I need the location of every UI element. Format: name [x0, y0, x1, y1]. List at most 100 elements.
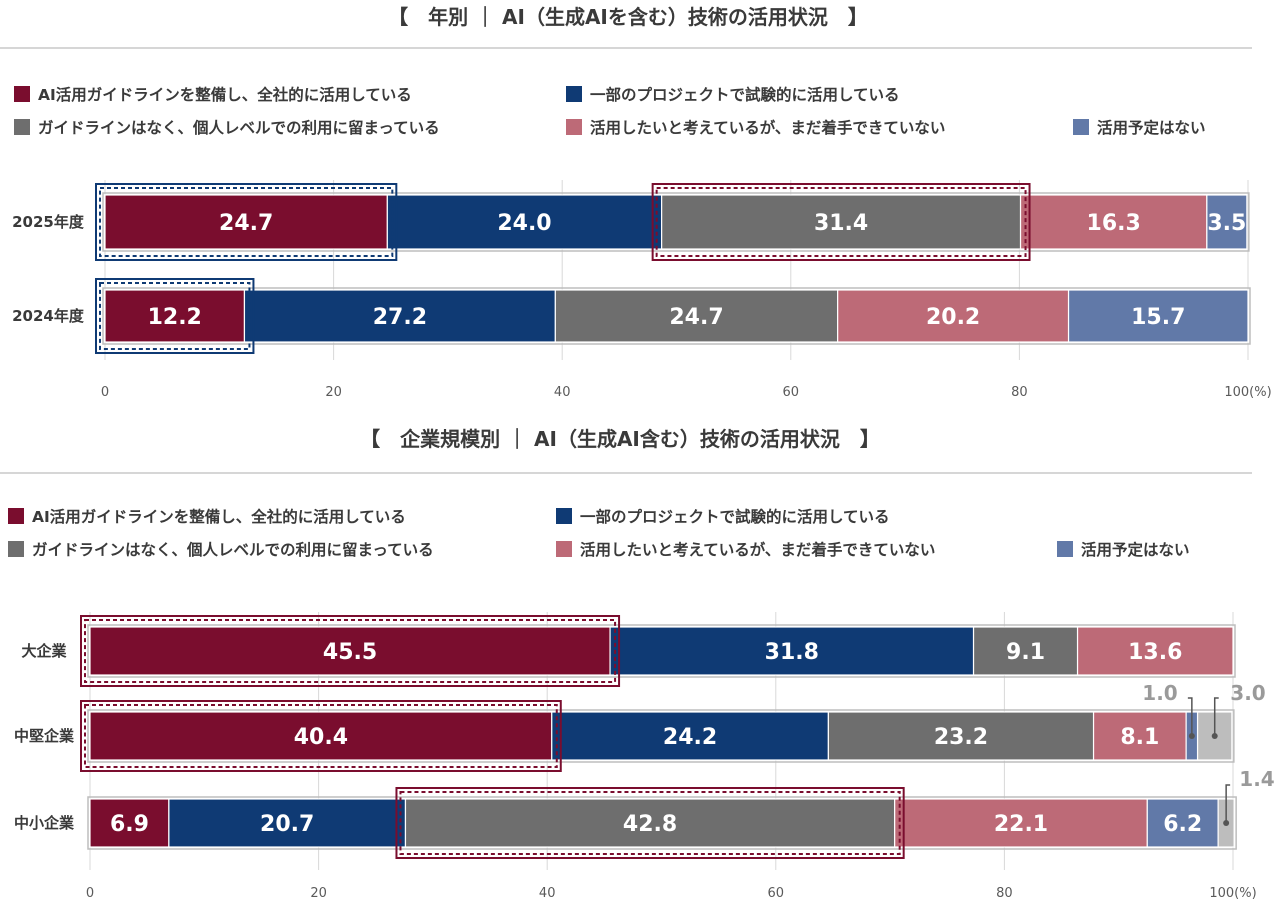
bar-value-label: 15.7: [1131, 305, 1185, 330]
category-label: 大企業: [21, 642, 67, 660]
bar-segment: [661, 194, 1022, 250]
chart-title: 【 企業規模別 ｜ AI（生成AI含む）技術の活用状況 】: [360, 427, 880, 451]
bar-frame: [87, 624, 1236, 678]
bar-segment: [609, 626, 975, 676]
legend-label: ガイドラインはなく、個人レベルでの利用に留まっている: [32, 540, 434, 559]
legend-swatch: [1073, 119, 1089, 135]
bar-segment: [1146, 798, 1219, 848]
highlight-box-outer: [395, 787, 905, 859]
callout-label: 1.0: [1142, 681, 1177, 705]
legend-swatch: [556, 508, 572, 524]
x-tick-label: 0: [86, 886, 94, 901]
callout-line: [1213, 697, 1219, 736]
bar-segment: [972, 626, 1079, 676]
callout-line: [1225, 784, 1231, 823]
x-tick-label: 0: [101, 385, 109, 400]
x-tick-label: 80: [996, 886, 1013, 901]
bar-segment: [1019, 194, 1208, 250]
bar-value-label: 12.2: [148, 305, 202, 330]
highlight-box-dashed: [99, 282, 251, 350]
callout-line: [1187, 697, 1193, 736]
bar-value-label: 24.7: [219, 211, 273, 236]
bar-value-label: 45.5: [323, 640, 377, 665]
bar-segment: [89, 798, 170, 848]
bar-segment: [894, 798, 1148, 848]
legend-swatch: [14, 86, 30, 102]
bar-value-label: 42.8: [623, 812, 677, 837]
bar-value-label: 24.0: [497, 211, 551, 236]
legend-label: AI活用ガイドラインを整備し、全社的に活用している: [32, 507, 406, 526]
category-label: 中堅企業: [14, 727, 75, 745]
bar-frame: [102, 287, 1251, 345]
bar-value-label: 9.1: [1006, 640, 1045, 665]
bar-value-label: 8.1: [1120, 725, 1159, 750]
x-tick-label: 80: [1011, 385, 1028, 400]
highlight-box-outer: [80, 615, 621, 687]
legend-label: 一部のプロジェクトで試験的に活用している: [590, 85, 900, 104]
x-tick-label: 60: [768, 886, 785, 901]
highlight-box-outer: [95, 278, 255, 354]
bar-value-label: 40.4: [294, 725, 348, 750]
legend-label: 活用したいと考えているが、まだ着手できていない: [580, 540, 935, 559]
bar-value-label: 13.6: [1128, 640, 1182, 665]
x-tick-label: 20: [310, 886, 327, 901]
legend-swatch: [556, 541, 572, 557]
bar-segment: [1092, 711, 1187, 761]
highlight-box-outer: [651, 183, 1031, 261]
callouts: 1.0 3.0 1.4: [1142, 681, 1275, 826]
legend-label: 一部のプロジェクトで試験的に活用している: [580, 507, 890, 526]
x-tick-label: 100(%): [1209, 886, 1256, 901]
legend-label: AI活用ガイドラインを整備し、全社的に活用している: [38, 85, 412, 104]
x-tick-label: 40: [539, 886, 556, 901]
bar-value-label: 24.2: [663, 725, 717, 750]
bar-segment: [1067, 289, 1249, 343]
x-tick-label: 20: [325, 385, 342, 400]
x-tick-label: 40: [554, 385, 571, 400]
bar-value-label: 20.2: [926, 305, 980, 330]
category-label: 2024年度: [12, 307, 85, 325]
bar-value-label: 16.3: [1087, 211, 1141, 236]
chart-2: 【 企業規模別 ｜ AI（生成AI含む）技術の活用状況 】 AI活用ガイドラインを…: [0, 427, 1257, 901]
legend: AI活用ガイドラインを整備し、全社的に活用している 一部のプロジェクトで試験的に活…: [8, 507, 1190, 559]
bar-segment: [827, 711, 1095, 761]
category-label: 中小企業: [14, 814, 75, 832]
bar-value-label: 31.8: [765, 640, 819, 665]
bar-frame: [87, 796, 1237, 850]
bar-segment: [89, 626, 611, 676]
bar-value-label: 27.2: [373, 305, 427, 330]
x-tick-label: 60: [783, 385, 800, 400]
legend-label: ガイドラインはなく、個人レベルでの利用に留まっている: [38, 118, 440, 137]
highlight-box-outer: [95, 183, 398, 261]
legend-swatch: [566, 119, 582, 135]
bar-segment: [104, 194, 388, 250]
bar-segment: [404, 798, 896, 848]
bar-value-label: 24.7: [669, 305, 723, 330]
highlight-box-dashed: [99, 187, 394, 257]
highlight-box-dashed: [84, 704, 558, 768]
bar-segment: [551, 711, 829, 761]
bar-value-label: 23.2: [934, 725, 988, 750]
bar-segment: [89, 711, 553, 761]
bar-segment: [1206, 194, 1248, 250]
bar-segment: [168, 798, 407, 848]
callout-label: 3.0: [1230, 681, 1265, 705]
chart-1: 【 年別 ｜ AI（生成AIを含む）技術の活用状況 】 AI活用ガイドラインを整備…: [0, 5, 1272, 400]
bar-value-label: 6.9: [110, 812, 149, 837]
bar-segment: [386, 194, 663, 250]
bar-value-label: 22.1: [994, 812, 1048, 837]
legend-label: 活用したいと考えているが、まだ着手できていない: [590, 118, 945, 137]
highlight-box-dashed: [655, 187, 1027, 257]
bar-segment: [1076, 626, 1234, 676]
bar-value-label: 3.5: [1207, 211, 1246, 236]
chart-title: 【 年別 ｜ AI（生成AIを含む）技術の活用状況 】: [388, 5, 868, 29]
legend-swatch: [14, 119, 30, 135]
highlight-box-outer: [80, 700, 562, 772]
legend-swatch: [8, 541, 24, 557]
bar-value-label: 20.7: [260, 812, 314, 837]
callout-label: 1.4: [1239, 767, 1274, 791]
legend-swatch: [566, 86, 582, 102]
bar-frame: [102, 192, 1250, 252]
legend-swatch: [8, 508, 24, 524]
